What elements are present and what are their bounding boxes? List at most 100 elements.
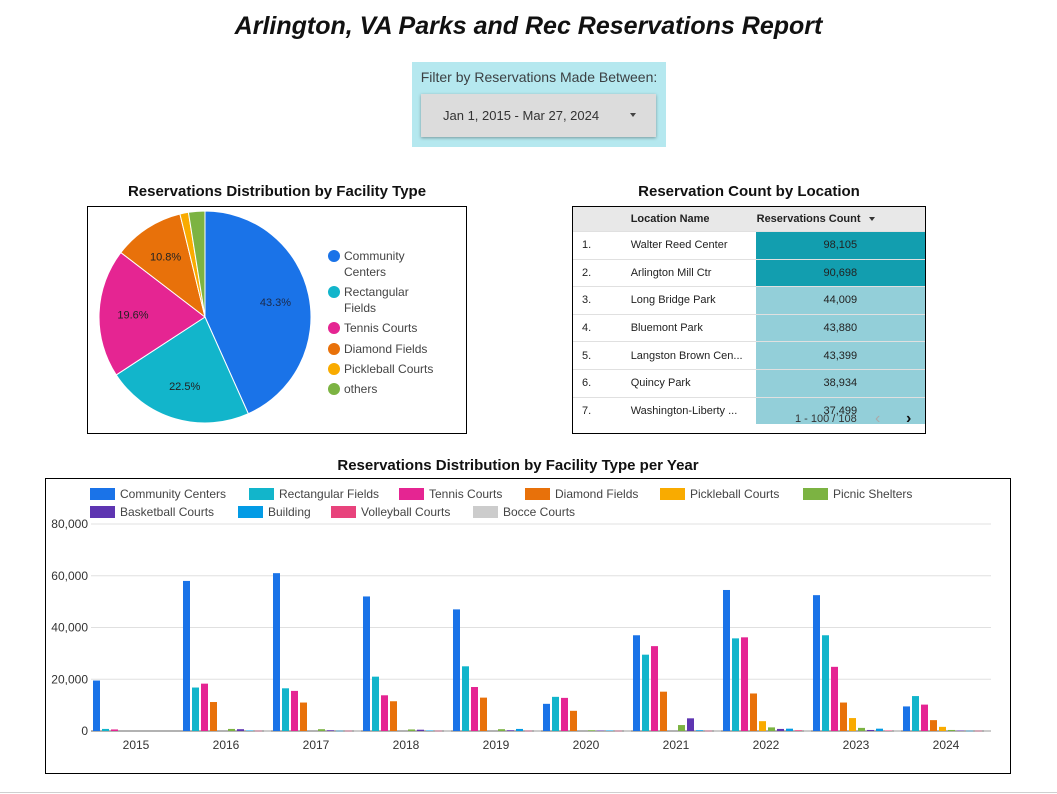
bar[interactable] [282,688,289,731]
chevron-right-icon[interactable]: › [906,410,912,427]
bar[interactable] [318,729,325,731]
pie-slice[interactable] [204,210,312,415]
bar[interactable] [921,704,928,731]
bar[interactable] [273,573,280,731]
bar[interactable] [291,690,298,731]
bar[interactable] [831,666,838,731]
legend-item[interactable]: Bocce Courts [503,505,576,519]
bar[interactable] [759,721,766,731]
legend-item[interactable]: Pickleball Courts [690,487,780,501]
bar[interactable] [300,702,307,731]
bar[interactable] [939,726,946,731]
bar[interactable] [435,730,442,732]
legend-item[interactable]: Rectangular Fields [279,487,380,501]
bar[interactable] [633,635,640,731]
bar[interactable] [768,727,775,731]
table-row[interactable]: 2. Arlington Mill Ctr 90,698 [573,258,925,287]
bar[interactable] [606,730,613,731]
bar[interactable] [615,730,622,732]
legend-item[interactable]: Volleyball Courts [361,505,451,519]
bar[interactable] [948,729,955,731]
table-row[interactable]: 3. Long Bridge Park 44,009 [573,286,925,315]
bar[interactable] [111,729,118,731]
bar[interactable] [471,687,478,731]
legend-item[interactable]: Tennis Courts [429,487,503,501]
bar[interactable] [894,730,901,732]
bar[interactable] [660,691,667,731]
bar[interactable] [840,702,847,731]
legend-item[interactable]: Building [268,505,311,519]
bar[interactable] [444,730,451,732]
bar[interactable] [678,725,685,731]
bar[interactable] [984,730,991,732]
legend-item[interactable]: Community Centers [120,487,227,501]
bar[interactable] [507,730,514,731]
bar[interactable] [264,730,271,732]
bar[interactable] [381,695,388,731]
bar[interactable] [237,729,244,731]
legend-item[interactable]: others [344,382,378,396]
bar[interactable] [201,683,208,731]
bar[interactable] [210,702,217,731]
bar[interactable] [903,706,910,731]
bar[interactable] [570,710,577,731]
bar[interactable] [498,729,505,731]
bar[interactable] [390,701,397,731]
bar[interactable] [552,696,559,731]
bar[interactable] [183,580,190,731]
bar[interactable] [732,638,739,731]
legend-item[interactable]: Pickleball Courts [344,362,434,376]
bar[interactable] [516,728,523,731]
table-row[interactable]: 4. Bluemont Park 43,880 [573,313,925,342]
bar[interactable] [525,730,532,732]
bar[interactable] [534,730,541,732]
bar[interactable] [93,680,100,731]
bar[interactable] [849,718,856,731]
bar[interactable] [372,676,379,731]
bar[interactable] [687,718,694,731]
bar[interactable] [975,730,982,732]
legend-item[interactable]: Basketball Courts [120,505,215,519]
bar[interactable] [696,730,703,731]
bar[interactable] [795,730,802,731]
bar[interactable] [858,727,865,731]
bar[interactable] [876,728,883,731]
bar[interactable] [363,596,370,731]
bar[interactable] [705,730,712,732]
bar[interactable] [417,729,424,731]
bar[interactable] [246,730,253,731]
bar[interactable] [597,730,604,731]
pie-slice[interactable] [187,210,206,318]
bar[interactable] [480,697,487,731]
bar[interactable] [588,730,595,731]
bar[interactable] [354,730,361,732]
pie-slice[interactable] [120,213,206,319]
bar[interactable] [957,730,964,731]
bar[interactable] [966,730,973,732]
pie-slice[interactable] [115,316,249,424]
legend-item[interactable]: Rectangular Fields [344,285,409,315]
column-header-count[interactable]: Reservations Count [755,207,925,232]
bar[interactable] [723,589,730,731]
bar[interactable] [867,729,874,731]
legend-item[interactable]: Diamond Fields [344,342,428,356]
bar[interactable] [102,728,109,731]
bar[interactable] [651,646,658,731]
bar[interactable] [462,666,469,731]
bar[interactable] [228,728,235,731]
bar[interactable] [804,730,811,732]
table-row[interactable]: 7. Washington-Liberty ... 37,499 [573,396,925,425]
bar[interactable] [786,728,793,731]
table-row[interactable]: 6. Quincy Park 38,934 [573,368,925,398]
legend-item[interactable]: Tennis Courts [344,321,418,335]
bar[interactable] [543,703,550,731]
bar[interactable] [345,730,352,732]
pie-slice[interactable] [98,251,206,376]
chevron-left-icon[interactable]: ‹ [875,410,881,427]
bar[interactable] [642,654,649,731]
bar[interactable] [885,730,892,731]
bar[interactable] [930,720,937,731]
bar[interactable] [327,730,334,731]
table-row[interactable]: 5. Langston Brown Cen... 43,399 [573,341,925,370]
bar[interactable] [336,730,343,732]
